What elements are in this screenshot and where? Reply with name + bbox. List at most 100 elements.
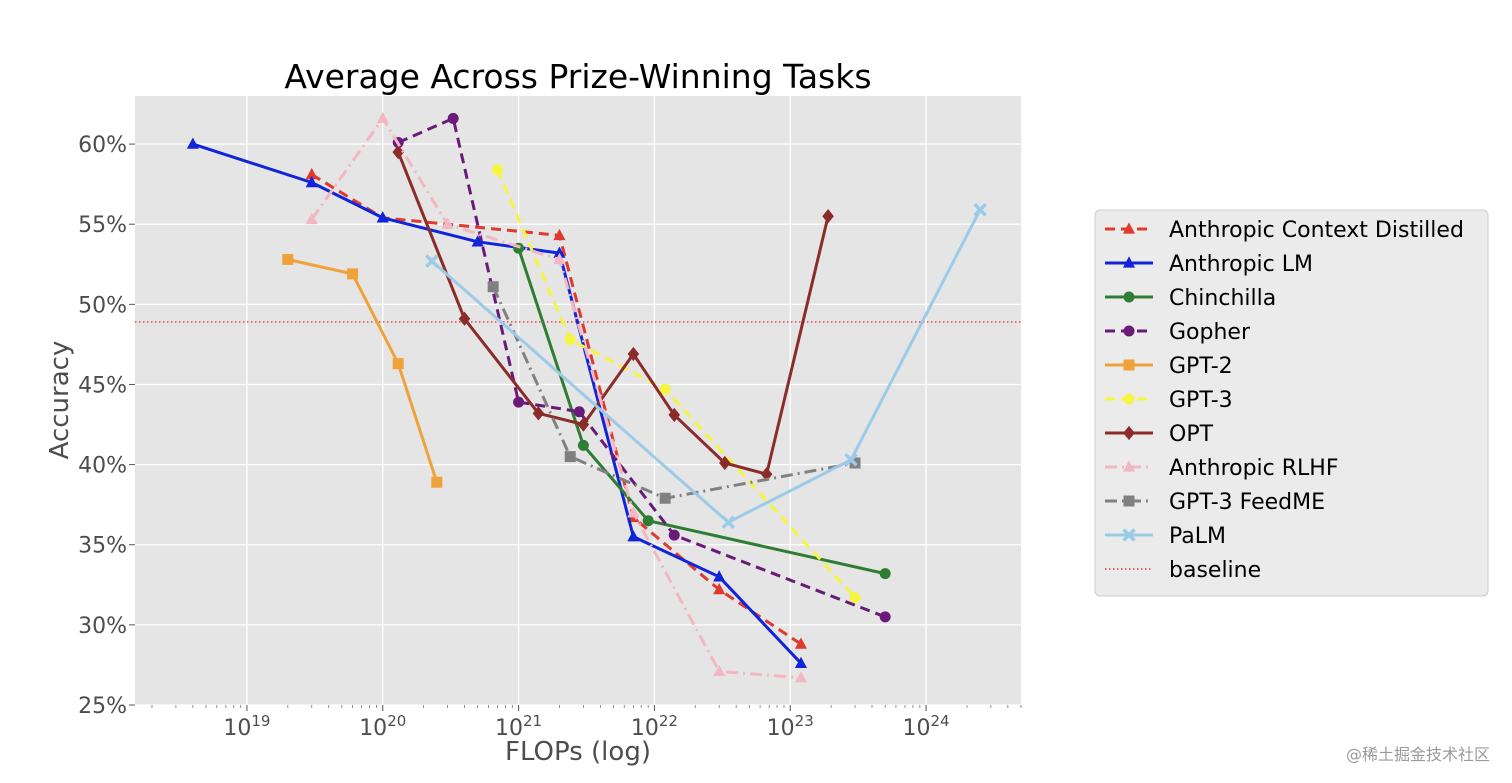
data-point	[642, 515, 654, 527]
data-point	[794, 671, 808, 683]
series-line	[430, 209, 982, 524]
data-point	[553, 252, 566, 265]
y-tick-label: 50%	[78, 293, 127, 318]
data-point	[719, 455, 731, 471]
data-point	[564, 334, 576, 346]
data-point	[659, 383, 671, 395]
series-line	[496, 169, 857, 599]
legend: Anthropic Context Distilled Anthropic LM C…	[1094, 209, 1489, 597]
series-gpt-2	[282, 253, 443, 488]
plot-area	[135, 96, 1021, 705]
data-point	[492, 164, 504, 176]
data-point	[1122, 460, 1136, 472]
legend-label: GPT-2	[1169, 354, 1233, 379]
series-line	[491, 286, 856, 500]
data-point	[1123, 495, 1135, 507]
data-point	[822, 209, 834, 224]
marker-stroke	[721, 515, 736, 530]
legend-label: OPT	[1169, 422, 1214, 447]
x-tick-label: 1023	[767, 712, 814, 741]
legend-label: Anthropic RLHF	[1169, 456, 1339, 481]
x-tick-label: 1020	[359, 712, 406, 741]
data-point	[282, 253, 294, 265]
data-point	[1123, 393, 1135, 405]
legend-item: GPT-2	[1105, 354, 1233, 379]
data-point	[627, 346, 640, 362]
data-point	[553, 228, 566, 241]
legend-label: Anthropic LM	[1169, 252, 1313, 277]
data-point	[879, 611, 891, 623]
series-anthropic-rlhf	[305, 111, 808, 683]
axes: 25% 30% 35% 40% 45% 50% 55% 60% 1019 1020 1021 1022…	[78, 133, 1022, 741]
data-point	[627, 530, 640, 542]
series-chinchilla	[513, 242, 891, 580]
legend-item: GPT-3 FeedME	[1105, 490, 1325, 515]
legend-item: PaLM	[1105, 524, 1226, 549]
watermark-text: @稀土掘金技术社区	[1345, 745, 1490, 764]
data-point	[347, 268, 359, 280]
data-point	[973, 203, 987, 217]
legend-item: GPT-3	[1105, 388, 1233, 413]
data-point	[305, 212, 318, 225]
data-point	[186, 137, 199, 149]
legend-label: Gopher	[1169, 320, 1251, 345]
data-point	[425, 254, 439, 268]
x-tick-label: 1024	[903, 712, 950, 741]
data-point	[573, 406, 585, 418]
data-point	[431, 476, 443, 488]
data-point	[376, 111, 389, 124]
series-gpt-3	[492, 164, 861, 604]
y-tick-label: 60%	[78, 133, 127, 158]
data-point	[376, 211, 389, 223]
legend-item: Gopher	[1105, 320, 1251, 345]
data-point	[392, 144, 404, 160]
data-point	[1123, 425, 1135, 441]
series-line	[287, 258, 439, 483]
data-point	[471, 235, 484, 247]
data-point	[1122, 256, 1136, 268]
data-point	[392, 358, 404, 370]
legend-label: PaLM	[1169, 524, 1226, 549]
legend-label: baseline	[1169, 558, 1261, 583]
legend-item: Chinchilla	[1105, 286, 1276, 311]
data-point	[458, 311, 471, 326]
legend-box	[1094, 209, 1489, 597]
series-line	[397, 116, 886, 619]
marker-stroke	[844, 453, 858, 467]
data-point	[1123, 325, 1135, 337]
series-opt	[392, 144, 834, 482]
y-tick-label: 45%	[78, 373, 127, 398]
data-point	[844, 453, 858, 467]
data-point	[577, 439, 589, 451]
data-point	[627, 506, 640, 518]
series-line	[517, 247, 886, 576]
data-point	[447, 112, 459, 124]
x-tick-label: 1019	[223, 712, 270, 741]
data-point	[1123, 291, 1135, 303]
y-tick-label: 35%	[78, 534, 127, 559]
legend-label: GPT-3 FeedME	[1169, 490, 1325, 515]
data-point	[532, 406, 545, 421]
data-point	[794, 656, 808, 669]
data-point	[721, 515, 736, 530]
data-point	[577, 417, 590, 432]
legend-label: GPT-3	[1169, 388, 1233, 413]
data-point	[760, 467, 773, 482]
chart-title: Average Across Prize-Winning Tasks	[284, 57, 871, 96]
data-point	[713, 570, 726, 582]
data-point	[849, 592, 861, 604]
data-point	[1123, 359, 1135, 371]
data-point	[879, 568, 891, 580]
y-tick-label: 40%	[78, 454, 127, 479]
data-point	[1122, 222, 1136, 234]
data-point	[668, 529, 680, 541]
x-tick-label: 1021	[495, 712, 542, 741]
data-point	[487, 281, 499, 293]
x-tick-label: 1022	[631, 712, 678, 741]
legend-item: Anthropic Context Distilled	[1105, 218, 1464, 243]
legend-item: OPT	[1105, 422, 1214, 447]
y-tick-label: 30%	[78, 614, 127, 639]
data-point	[713, 664, 726, 677]
data-point	[305, 167, 318, 180]
